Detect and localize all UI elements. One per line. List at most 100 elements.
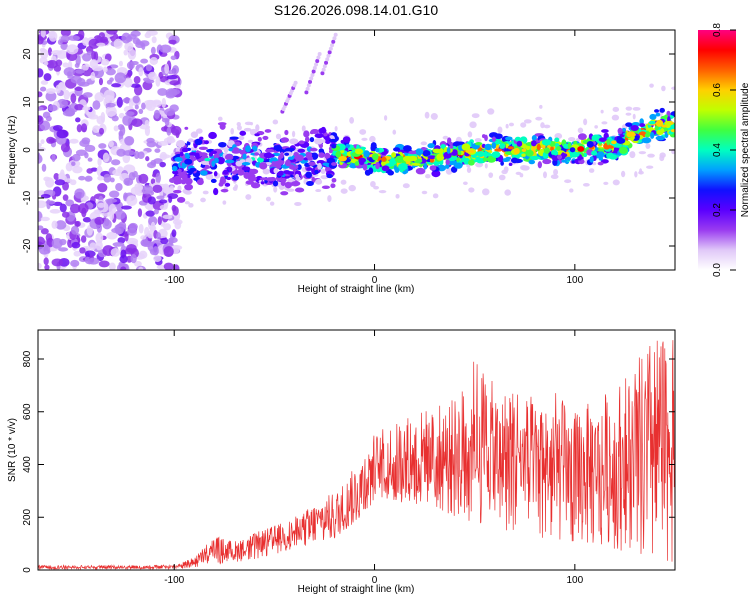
heatmap-cell: [163, 223, 172, 231]
heatmap-cell: [38, 154, 43, 164]
heatmap-cell: [244, 121, 253, 126]
heatmap-cell: [514, 136, 522, 142]
heatmap-cell: [160, 237, 169, 245]
heatmap-cell: [181, 147, 189, 153]
heatmap-cell: [306, 180, 314, 187]
heatmap-cell: [79, 247, 86, 254]
heatmap-cell: [310, 129, 320, 135]
heatmap-cell: [499, 143, 506, 149]
heatmap-cell: [103, 173, 112, 183]
heatmap-cell: [375, 161, 380, 170]
heatmap-cell: [55, 220, 67, 230]
colorbar-ticks: 0.0 0.2 0.4 0.6 0.8: [712, 23, 736, 277]
heatmap-cell: [648, 120, 656, 125]
heatmap-cell: [348, 184, 356, 192]
heatmap-cell: [425, 174, 431, 179]
heatmap-cell: [467, 131, 473, 138]
heatmap-cell: [60, 30, 71, 37]
heatmap-cell: [122, 115, 132, 126]
heatmap-cell: [239, 130, 247, 136]
heatmap-cell: [80, 235, 87, 243]
heatmap-cell: [577, 133, 587, 140]
heatmap-cell: [108, 262, 116, 270]
heatmap-cell: [606, 152, 614, 159]
snr-y-tick-label: 800: [22, 350, 33, 367]
heatmap-cell: [487, 108, 495, 115]
spectrogram-x-tick-label: 100: [566, 275, 583, 286]
heatmap-cell: [71, 241, 81, 249]
heatmap-cell: [150, 221, 156, 231]
heatmap-cell: [102, 152, 110, 163]
heatmap-cell: [331, 162, 337, 166]
heatmap-cell: [351, 147, 356, 151]
heatmap-cell: [389, 158, 397, 166]
heatmap-cell: [188, 202, 194, 208]
heatmap-cell: [69, 138, 79, 144]
heatmap-cell: [177, 185, 182, 192]
heatmap-cell: [80, 197, 87, 203]
heatmap-cell: [318, 127, 327, 134]
heatmap-cell: [122, 150, 135, 156]
heatmap-cell: [130, 83, 141, 88]
heatmap-cell: [273, 186, 278, 193]
heatmap-cell: [120, 266, 127, 270]
spectrogram-x-tick-label: -100: [164, 275, 184, 286]
heatmap-cell: [128, 222, 138, 231]
snr-y-tick-label: 400: [22, 456, 33, 473]
snr-y-label: SNR (10 * v/v): [7, 418, 18, 482]
heatmap-cell: [202, 190, 209, 195]
heatmap-cell: [442, 135, 449, 140]
heatmap-cell: [293, 80, 298, 85]
heatmap-cell: [535, 116, 543, 121]
heatmap-cell: [264, 148, 275, 153]
heatmap-cell: [245, 194, 252, 200]
colorbar: 0.0 0.2 0.4 0.6 0.8 Normalized spectral ampl…: [698, 23, 750, 277]
heatmap-cell: [130, 254, 137, 264]
heatmap-cell: [171, 229, 177, 238]
heatmap-cell: [318, 152, 325, 158]
heatmap-cell: [114, 210, 126, 220]
heatmap-cell: [134, 104, 139, 110]
heatmap-cell: [660, 128, 665, 134]
heatmap-cell: [498, 174, 506, 181]
heatmap-cell: [117, 237, 126, 244]
heatmap-cell: [138, 266, 144, 270]
heatmap-cell: [184, 126, 189, 130]
heatmap-cell: [612, 179, 620, 186]
heatmap-cell: [173, 189, 182, 194]
heatmap-cell: [196, 158, 206, 162]
heatmap-cell: [162, 185, 171, 193]
heatmap-cell: [96, 42, 106, 47]
heatmap-cell: [38, 36, 44, 45]
heatmap-cell: [556, 154, 563, 160]
heatmap-cell: [354, 161, 360, 166]
heatmap-cell: [591, 150, 598, 156]
heatmap-cell: [359, 129, 367, 135]
heatmap-cell: [455, 157, 460, 162]
heatmap-cell: [223, 147, 229, 154]
heatmap-cell: [114, 72, 127, 84]
heatmap-cell: [648, 127, 653, 133]
heatmap-cell: [82, 37, 90, 46]
heatmap-cell: [654, 125, 659, 131]
heatmap-cell: [309, 76, 314, 81]
heatmap-cell: [617, 127, 623, 135]
heatmap-cell: [146, 141, 157, 148]
heatmap-cell: [174, 221, 182, 230]
heatmap-cell: [484, 143, 492, 151]
heatmap-cell: [288, 147, 295, 152]
heatmap-cell: [200, 170, 208, 176]
heatmap-cell: [218, 182, 224, 187]
heatmap-cell: [203, 140, 210, 145]
heatmap-cell: [340, 179, 347, 185]
heatmap-cell: [565, 156, 572, 161]
heatmap-cell: [625, 112, 632, 116]
heatmap-cell: [457, 150, 462, 156]
heatmap-cell: [45, 177, 55, 188]
heatmap-cell: [171, 165, 178, 172]
snr-x-label: Height of straight line (km): [298, 584, 415, 595]
heatmap-cell: [111, 83, 122, 88]
heatmap-cell: [86, 168, 94, 174]
heatmap-cell: [381, 165, 390, 172]
heatmap-cell: [523, 119, 532, 124]
